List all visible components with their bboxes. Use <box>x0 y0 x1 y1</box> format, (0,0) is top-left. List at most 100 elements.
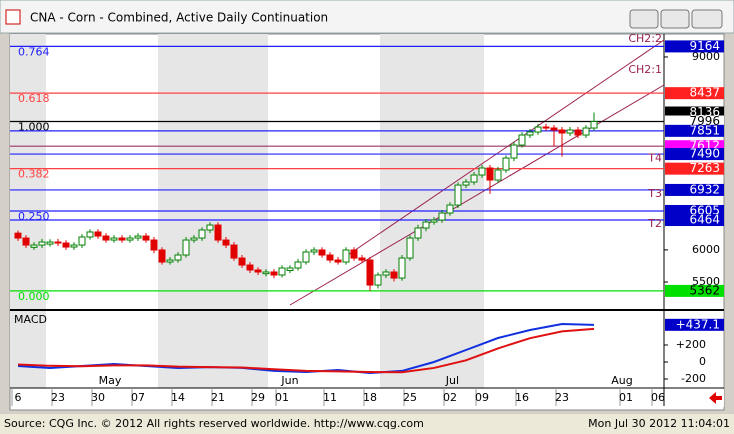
candle-body <box>486 167 494 181</box>
candle-body <box>278 267 286 276</box>
price-box <box>665 124 724 137</box>
candle-body <box>206 224 214 231</box>
x-tick-label: 29 <box>251 391 265 404</box>
annotation: T3 <box>647 187 662 200</box>
candle-body <box>118 237 126 241</box>
price-box <box>665 214 724 227</box>
candle-body <box>174 254 182 261</box>
x-tick-label: 14 <box>171 391 185 404</box>
candle-body <box>430 219 438 223</box>
x-tick-label: 02 <box>443 391 457 404</box>
x-tick-label: 23 <box>555 391 569 404</box>
candle-body <box>350 249 358 259</box>
candle-body <box>462 181 470 186</box>
x-tick-label: 11 <box>323 391 337 404</box>
candle-body <box>406 237 414 259</box>
price-box-label: 9164 <box>689 39 720 53</box>
candle-body <box>54 241 62 244</box>
candle-body <box>238 257 246 266</box>
candle-body <box>438 212 446 221</box>
x-tick-label: 07 <box>131 391 145 404</box>
y-tick-label: 0 <box>699 355 706 368</box>
price-box <box>665 87 724 100</box>
x-tick-label: 09 <box>475 391 489 404</box>
x-tick-label: 06 <box>651 391 665 404</box>
x-tick-label: 18 <box>363 391 377 404</box>
candle-body <box>326 254 334 261</box>
candle-body <box>134 235 142 239</box>
candle-body <box>422 221 430 229</box>
price-box-label: 7851 <box>689 123 720 137</box>
candle-body <box>454 184 462 206</box>
y-tick-label: 6000 <box>692 243 720 256</box>
candle-body <box>286 267 294 271</box>
candle-body <box>574 129 582 136</box>
maximize-button[interactable] <box>660 9 690 29</box>
candle-body <box>38 241 46 246</box>
candle-body <box>302 251 310 263</box>
macd-title: MACD <box>14 313 47 326</box>
level-label: 0.000 <box>18 290 50 303</box>
price-box-label: 7996 <box>689 114 720 128</box>
level-label: 0.618 <box>18 92 50 105</box>
macd-line <box>17 327 595 374</box>
level-label: 0.250 <box>18 210 50 223</box>
value-box <box>665 318 724 331</box>
annotation: CH2:1 <box>628 63 662 76</box>
price-box <box>665 40 724 53</box>
close-button[interactable] <box>691 9 723 29</box>
price-box-label: 6932 <box>689 182 720 196</box>
status-bar <box>0 414 734 434</box>
candle-body <box>478 167 486 176</box>
channel-line <box>344 39 665 258</box>
x-tick-label: 21 <box>211 391 225 404</box>
candle-body <box>446 204 454 214</box>
annotation: T4 <box>647 152 662 165</box>
candle-body <box>182 239 190 256</box>
candle-body <box>30 244 38 248</box>
status-source: Source: CQG Inc. © 2012 All rights reser… <box>4 417 424 430</box>
x-tick-label: 16 <box>515 391 529 404</box>
status-time: Mon Jul 30 2012 11:04:01 <box>588 417 730 430</box>
candle-body <box>102 235 110 241</box>
candle-body <box>150 239 158 251</box>
candle-body <box>222 239 230 246</box>
price-box-label: 6464 <box>689 213 720 227</box>
candle-body <box>294 261 302 269</box>
minimize-button[interactable] <box>629 9 659 29</box>
candle-body <box>166 259 174 263</box>
candle-body <box>582 127 590 136</box>
price-box <box>665 204 724 217</box>
candle-body <box>14 232 22 239</box>
candle-body <box>470 174 478 183</box>
price-box <box>665 148 724 161</box>
candle-body <box>62 242 70 248</box>
macd-line <box>17 322 595 375</box>
candle-body <box>254 269 262 273</box>
candle-body <box>358 257 366 261</box>
month-label: May <box>99 374 122 387</box>
candle-body <box>190 237 198 241</box>
y-tick-label: 9000 <box>692 50 720 63</box>
candle-body <box>262 271 270 275</box>
x-tick-label: 25 <box>403 391 417 404</box>
candle-body <box>526 131 534 136</box>
candle-body <box>374 274 382 286</box>
price-box <box>665 284 724 297</box>
candle-body <box>78 236 86 246</box>
candle-body <box>126 237 134 241</box>
x-tick-label: 01 <box>275 391 289 404</box>
candle-body <box>382 271 390 276</box>
candle-body <box>270 271 278 276</box>
candle-body <box>510 144 518 159</box>
candle-body <box>398 257 406 279</box>
level-label: 0.764 <box>18 45 50 58</box>
candle-body <box>534 126 542 133</box>
candle-body <box>318 249 326 256</box>
y-tick-label: 5500 <box>692 275 720 288</box>
scroll-arrow-icon <box>709 392 722 404</box>
price-box-label: 7490 <box>689 147 720 161</box>
x-tick-label: 30 <box>91 391 105 404</box>
price-box-label: 5362 <box>689 283 720 297</box>
